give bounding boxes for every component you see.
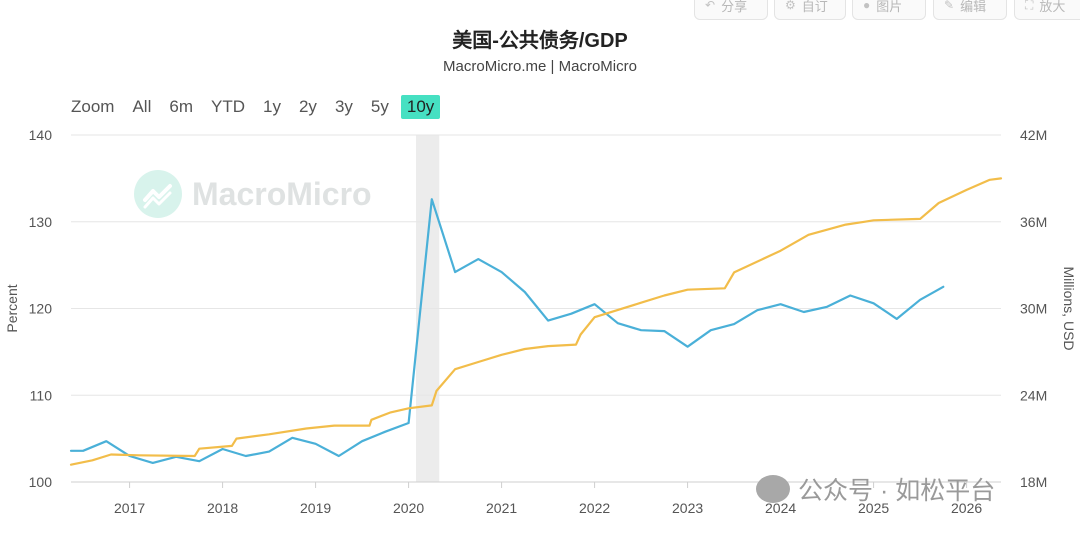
customize-button[interactable]: ⚙ 自订 [774,0,846,20]
x-tick-label: 2019 [300,500,331,516]
customize-button-label: 自订 [801,0,828,14]
y-right-tick-label: 42M [1020,127,1047,143]
image-button-label: 图片 [876,0,903,14]
x-tick-label: 2024 [765,500,796,516]
y-right-axis-title: Millions, USD [1061,266,1077,350]
x-tick-label: 2026 [951,500,982,516]
zoom-option-10y[interactable]: 10y [400,95,441,119]
share-icon: ↶ [705,0,716,12]
gear-icon: ⚙ [785,0,796,12]
y-left-tick-label: 120 [29,301,53,317]
zoom-option-ytd[interactable]: YTD [211,97,245,116]
share-button[interactable]: ↶ 分享 [694,0,768,20]
source-watermark: 公众号 · 如松平台 [756,471,995,507]
source-watermark-text: 公众号 · 如松平台 [798,477,996,505]
series-line-public-debt [69,177,1003,466]
share-button-label: 分享 [721,0,748,14]
x-tick-label: 2018 [207,500,238,516]
edit-button-label: 编辑 [960,0,987,14]
y-right-tick-label: 36M [1020,214,1047,230]
fullscreen-button-label: 放大 [1039,0,1066,14]
zoom-option-all[interactable]: All [132,97,152,116]
zoom-selector: Zoom All 6m YTD 1y 2y 3y 5y 10y [71,93,446,121]
zoom-option-1y[interactable]: 1y [263,97,281,116]
chart-toolbar: ↶ 分享 ⚙ 自订 ● 图片 ✎ 编辑 ⛶ 放大 [0,0,1080,20]
y-left-tick-label: 100 [29,474,53,490]
x-tick-label: 2021 [486,500,517,516]
expand-icon: ⛶ [1025,0,1034,12]
chart-subtitle: MacroMicro.me | MacroMicro [443,58,637,75]
y-left-tick-label: 130 [29,214,53,230]
zoom-option-6m[interactable]: 6m [169,97,193,116]
y-right-tick-label: 18M [1020,474,1047,490]
y-right-tick-label: 24M [1020,387,1047,403]
watermark-text: MacroMicro [192,176,372,212]
image-button[interactable]: ● 图片 [852,0,926,20]
zoom-label: Zoom [71,97,115,116]
chart-title: 美国-公共债务/GDP [452,30,628,52]
x-tick-label: 2020 [393,500,424,516]
zoom-option-5y[interactable]: 5y [370,97,389,116]
zoom-option-2y[interactable]: 2y [298,97,317,116]
macromicro-logo-icon [134,170,182,218]
x-tick-label: 2023 [672,500,703,516]
user-icon: ● [863,0,871,12]
y-right-tick-label: 30M [1020,301,1047,317]
x-tick-label: 2017 [114,500,145,516]
y-left-tick-label: 140 [29,127,53,143]
fullscreen-button[interactable]: ⛶ 放大 [1014,0,1080,20]
y-left-tick-label: 110 [30,387,53,403]
pencil-icon: ✎ [944,0,955,12]
x-tick-label: 2022 [579,500,610,516]
edit-button[interactable]: ✎ 编辑 [933,0,1007,20]
y-left-axis-title: Percent [4,284,20,332]
x-tick-label: 2025 [858,500,889,516]
series-line-debt-to-gdp [69,198,945,464]
wechat-icon [756,475,790,503]
zoom-option-3y[interactable]: 3y [334,97,353,116]
